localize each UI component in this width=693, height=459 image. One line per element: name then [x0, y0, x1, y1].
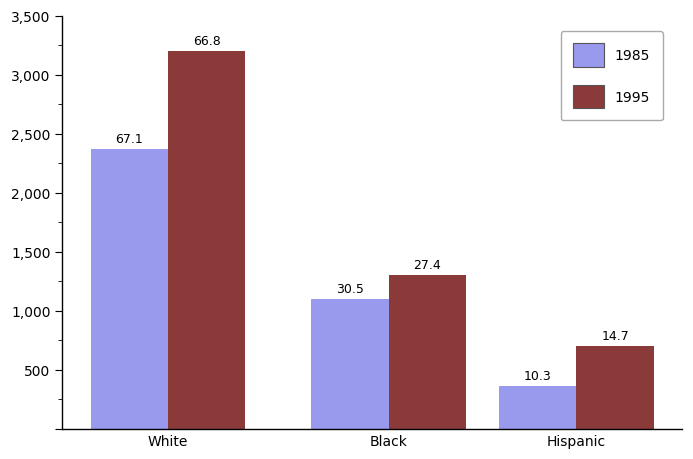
- Bar: [499, 386, 577, 429]
- Bar: [168, 52, 245, 429]
- Text: 27.4: 27.4: [414, 258, 441, 271]
- Text: 10.3: 10.3: [524, 369, 552, 382]
- Bar: [389, 275, 466, 429]
- Bar: [577, 346, 653, 429]
- Bar: [91, 150, 168, 429]
- Legend: 1985, 1995: 1985, 1995: [561, 32, 663, 121]
- Text: 14.7: 14.7: [602, 329, 629, 342]
- Text: 66.8: 66.8: [193, 35, 220, 48]
- Bar: [311, 299, 389, 429]
- Text: 67.1: 67.1: [115, 133, 143, 146]
- Text: 30.5: 30.5: [336, 282, 364, 295]
